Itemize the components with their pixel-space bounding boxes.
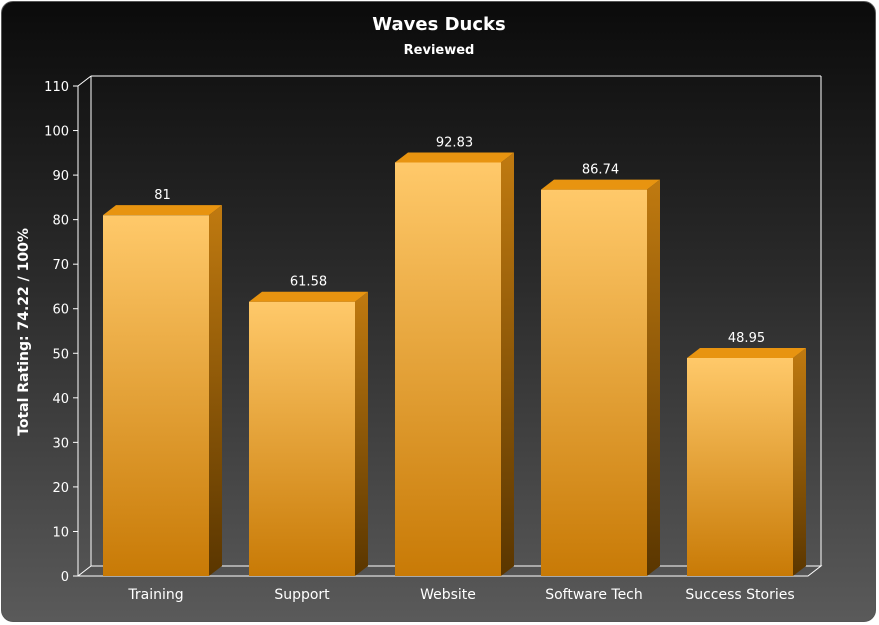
- y-tick-label: 10: [52, 525, 69, 540]
- x-tick-label: Training: [127, 587, 183, 603]
- y-tick-label: 0: [61, 570, 69, 585]
- bar-front: [249, 301, 355, 576]
- bar-front: [687, 357, 793, 576]
- bar: 48.95: [687, 331, 806, 576]
- bar-front: [103, 215, 209, 576]
- bar-top: [395, 152, 514, 163]
- y-tick-label: 110: [44, 80, 69, 95]
- bar-top: [541, 179, 660, 190]
- x-tick-label: Software Tech: [545, 587, 643, 603]
- y-tick-label: 40: [52, 392, 69, 407]
- x-tick-label: Website: [420, 587, 476, 603]
- bar: 92.83: [395, 135, 514, 576]
- x-tick-label: Support: [274, 587, 330, 603]
- y-axis-top-edge: [77, 75, 92, 87]
- bar: 86.74: [541, 163, 660, 576]
- bar-top: [687, 347, 806, 358]
- y-ticks: 0 10 20 30 40 50 60 70 80 90 100 110: [44, 80, 78, 585]
- y-tick-label: 100: [44, 125, 69, 140]
- y-tick-label: 90: [52, 169, 69, 184]
- bar-value-label: 86.74: [582, 163, 619, 178]
- y-tick-label: 20: [52, 481, 69, 496]
- y-tick-label: 30: [52, 436, 69, 451]
- bar-side: [647, 179, 660, 576]
- bar-value-label: 92.83: [436, 135, 473, 150]
- y-axis-label: Total Rating: 74.22 / 100%: [16, 228, 32, 436]
- bar-front: [395, 162, 501, 576]
- chart-subtitle: Reviewed: [404, 43, 475, 58]
- x-tick-label: Success Stories: [685, 587, 794, 603]
- bar-value-label: 48.95: [728, 331, 765, 346]
- bar-value-label: 81: [154, 188, 171, 203]
- bar-side: [793, 347, 806, 576]
- chart-title: Waves Ducks: [372, 14, 505, 35]
- bar-side: [501, 152, 514, 576]
- bars: 81 61.58 92.83 86.74 48.95: [103, 135, 806, 576]
- bar-front: [541, 189, 647, 576]
- bar-value-label: 61.58: [290, 275, 327, 290]
- bar-top: [103, 205, 222, 216]
- x-ticks: Training Support Website Software Tech Succe…: [127, 587, 794, 603]
- y-tick-label: 80: [52, 214, 69, 229]
- bar-side: [355, 291, 368, 576]
- bar-side: [209, 205, 222, 576]
- y-tick-label: 70: [52, 258, 69, 273]
- bar: 81: [103, 188, 222, 576]
- y-tick-label: 50: [52, 347, 69, 362]
- y-tick-label: 60: [52, 303, 69, 318]
- bar-top: [249, 291, 368, 302]
- bar: 61.58: [249, 275, 368, 576]
